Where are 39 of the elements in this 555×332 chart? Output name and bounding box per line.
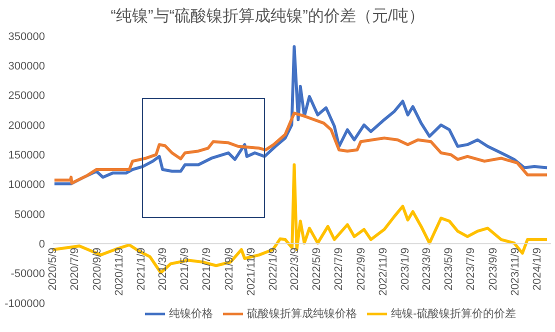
x-tick-label: 2023/11/9 [510,248,522,296]
y-tick-label: -100000 [4,298,45,310]
chart-title: “纯镍”与“硫酸镍折算成纯镍”的价差（元/吨） [110,6,426,27]
line-series [53,112,549,185]
y-tick-label: -50000 [10,268,45,280]
x-tick-label: 2023/7/9 [465,248,478,290]
y-tick-label: 250000 [8,90,45,102]
x-tick-label: 2022/5/9 [311,248,324,290]
x-tick-label: 2022/9/9 [355,248,368,290]
x-tick-label: 2021/7/9 [201,248,214,290]
x-tick-label: 2020/7/9 [69,248,82,290]
x-tick-label: 2021/9/9 [223,248,236,290]
y-tick-label: 350000 [8,30,45,43]
x-tick-label: 2020/9/9 [91,248,104,290]
legend-label: 硫酸镍折算成纯镍价格 [247,308,358,320]
x-tick-label: 2021/3/9 [156,248,169,290]
legend-label: 纯镍价格 [169,308,214,320]
y-tick-label: 0 [38,238,45,251]
x-tick-label: 2022/3/9 [288,248,301,290]
y-tick-label: 100000 [8,179,45,192]
x-tick-label: 2023/9/9 [487,248,500,290]
x-tick-label: 2021/11/9 [246,248,258,296]
x-tick-label: 2020/5/9 [47,248,59,290]
x-tick-label: 2022/1/9 [268,248,280,290]
x-tick-label: 2022/7/9 [333,248,346,290]
x-tick-label: 2023/5/9 [443,248,456,290]
x-tick-label: 2020/11/9 [114,248,126,296]
x-tick-label: 2023/1/9 [400,248,412,290]
y-tick-label: 50000 [14,208,45,221]
x-tick-label: 2024/1/9 [532,248,544,290]
y-tick-label: 300000 [8,60,45,73]
y-tick-label: 200000 [8,120,45,132]
x-tick-label: 2023/3/9 [420,248,433,290]
x-tick-label: 2021/1/9 [136,248,148,290]
x-tick-label: 2021/5/9 [179,248,192,290]
line-series [53,45,549,186]
x-tick-label: 2022/11/9 [378,248,390,296]
y-tick-label: 150000 [8,150,45,162]
legend-label: 纯镍-硫酸镍折算价的价差 [391,308,516,320]
